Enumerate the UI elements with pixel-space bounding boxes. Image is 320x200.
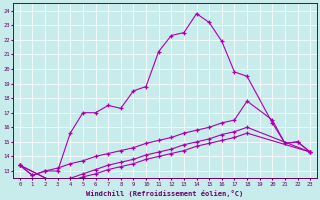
X-axis label: Windchill (Refroidissement éolien,°C): Windchill (Refroidissement éolien,°C) [86, 190, 244, 197]
